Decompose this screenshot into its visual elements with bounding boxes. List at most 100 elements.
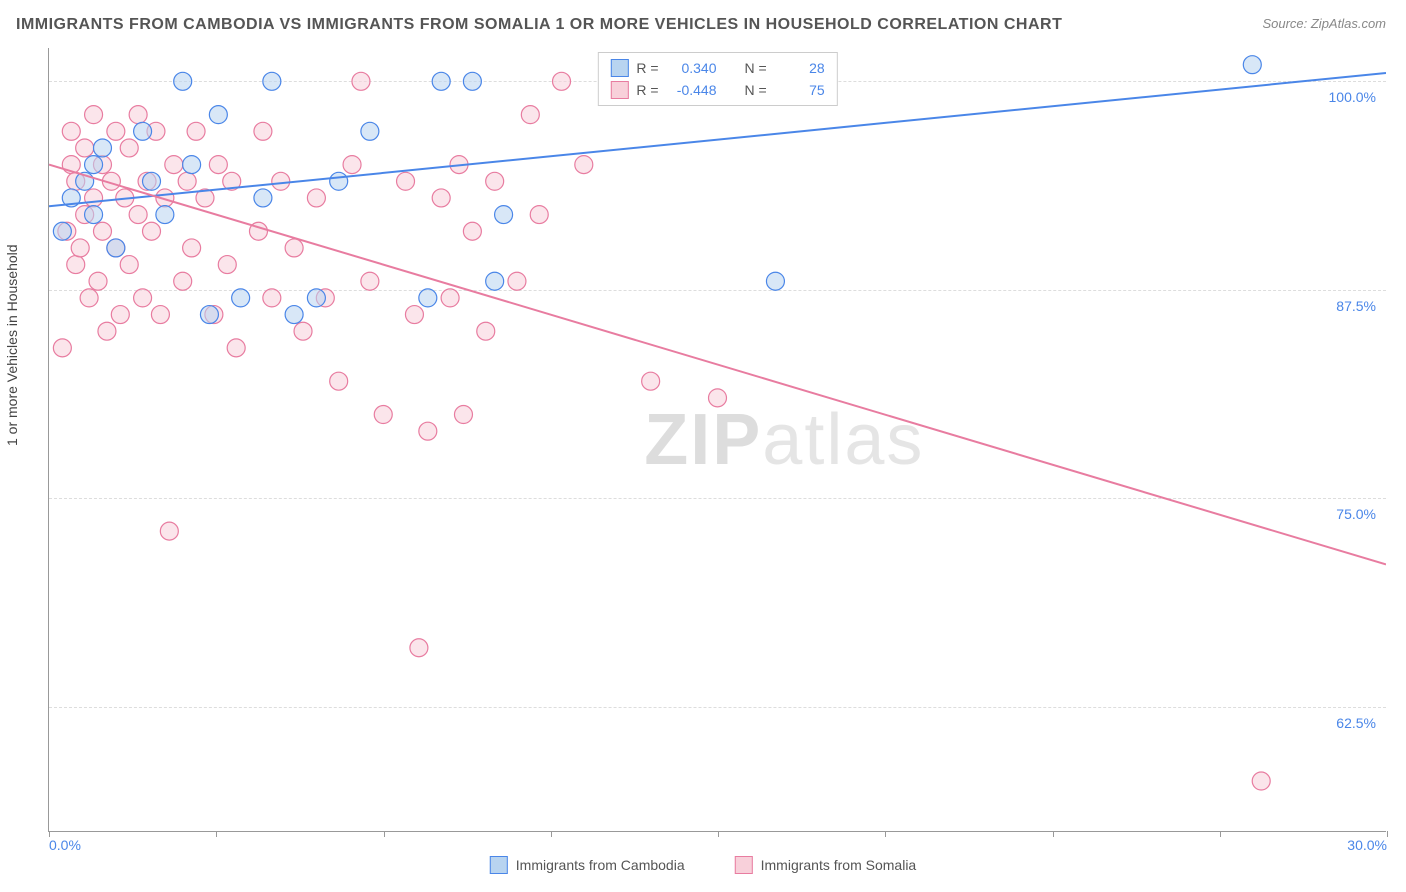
legend-swatch-cambodia-bottom xyxy=(490,856,508,874)
scatter-point-somalia xyxy=(76,139,94,157)
scatter-point-somalia xyxy=(254,122,272,140)
scatter-point-somalia xyxy=(397,172,415,190)
scatter-point-somalia xyxy=(89,272,107,290)
scatter-point-somalia xyxy=(98,322,116,340)
scatter-svg xyxy=(49,48,1386,831)
n-label: N = xyxy=(745,82,767,98)
scatter-point-somalia xyxy=(419,422,437,440)
scatter-point-somalia xyxy=(111,306,129,324)
scatter-point-somalia xyxy=(174,272,192,290)
source-attribution: Source: ZipAtlas.com xyxy=(1262,16,1386,31)
scatter-point-cambodia xyxy=(232,289,250,307)
legend-row-cambodia: R = 0.340 N = 28 xyxy=(610,57,824,79)
scatter-point-somalia xyxy=(441,289,459,307)
scatter-point-somalia xyxy=(209,156,227,174)
scatter-point-cambodia xyxy=(85,206,103,224)
scatter-point-somalia xyxy=(227,339,245,357)
scatter-point-somalia xyxy=(85,106,103,124)
scatter-point-cambodia xyxy=(330,172,348,190)
scatter-point-somalia xyxy=(178,172,196,190)
scatter-point-somalia xyxy=(53,339,71,357)
scatter-point-somalia xyxy=(454,406,472,424)
scatter-point-somalia xyxy=(120,139,138,157)
scatter-point-somalia xyxy=(218,256,236,274)
correlation-legend: R = 0.340 N = 28 R = -0.448 N = 75 xyxy=(597,52,837,106)
scatter-point-somalia xyxy=(134,289,152,307)
scatter-point-cambodia xyxy=(200,306,218,324)
scatter-point-somalia xyxy=(521,106,539,124)
scatter-point-somalia xyxy=(405,306,423,324)
scatter-point-somalia xyxy=(62,122,80,140)
scatter-point-cambodia xyxy=(143,172,161,190)
scatter-point-somalia xyxy=(263,289,281,307)
scatter-point-cambodia xyxy=(1243,56,1261,74)
scatter-point-cambodia xyxy=(432,72,450,90)
legend-item-cambodia: Immigrants from Cambodia xyxy=(490,856,685,874)
legend-swatch-cambodia xyxy=(610,59,628,77)
n-value-somalia: 75 xyxy=(775,82,825,98)
scatter-point-somalia xyxy=(160,522,178,540)
scatter-point-somalia xyxy=(143,222,161,240)
scatter-point-somalia xyxy=(151,306,169,324)
plot-area: ZIPatlas R = 0.340 N = 28 R = -0.448 N =… xyxy=(48,48,1386,832)
scatter-point-somalia xyxy=(85,189,103,207)
r-label: R = xyxy=(636,82,658,98)
scatter-point-cambodia xyxy=(766,272,784,290)
chart-title: IMMIGRANTS FROM CAMBODIA VS IMMIGRANTS F… xyxy=(16,16,1062,34)
scatter-point-somalia xyxy=(272,172,290,190)
legend-item-somalia: Immigrants from Somalia xyxy=(735,856,917,874)
r-value-cambodia: 0.340 xyxy=(667,60,717,76)
scatter-point-cambodia xyxy=(486,272,504,290)
scatter-point-cambodia xyxy=(361,122,379,140)
scatter-point-somalia xyxy=(463,222,481,240)
r-label: R = xyxy=(636,60,658,76)
scatter-point-cambodia xyxy=(419,289,437,307)
scatter-point-somalia xyxy=(129,206,147,224)
legend-swatch-somalia xyxy=(610,81,628,99)
trend-line-somalia xyxy=(49,165,1386,565)
scatter-point-cambodia xyxy=(495,206,513,224)
scatter-point-cambodia xyxy=(174,72,192,90)
scatter-point-somalia xyxy=(508,272,526,290)
scatter-point-somalia xyxy=(352,72,370,90)
scatter-point-somalia xyxy=(129,106,147,124)
scatter-point-somalia xyxy=(575,156,593,174)
legend-row-somalia: R = -0.448 N = 75 xyxy=(610,79,824,101)
scatter-point-somalia xyxy=(285,239,303,257)
scatter-point-somalia xyxy=(553,72,571,90)
scatter-point-somalia xyxy=(80,289,98,307)
scatter-point-somalia xyxy=(183,239,201,257)
scatter-point-somalia xyxy=(93,222,111,240)
scatter-point-somalia xyxy=(71,239,89,257)
scatter-point-somalia xyxy=(477,322,495,340)
scatter-point-cambodia xyxy=(307,289,325,307)
scatter-point-cambodia xyxy=(263,72,281,90)
bottom-legend: Immigrants from Cambodia Immigrants from… xyxy=(490,856,916,874)
y-axis-label: 1 or more Vehicles in Household xyxy=(4,244,20,446)
scatter-point-somalia xyxy=(187,122,205,140)
scatter-point-somalia xyxy=(307,189,325,207)
scatter-point-somalia xyxy=(120,256,138,274)
legend-label-somalia: Immigrants from Somalia xyxy=(761,857,917,873)
scatter-point-cambodia xyxy=(134,122,152,140)
n-label: N = xyxy=(745,60,767,76)
scatter-point-cambodia xyxy=(107,239,125,257)
scatter-point-somalia xyxy=(165,156,183,174)
scatter-point-somalia xyxy=(432,189,450,207)
r-value-somalia: -0.448 xyxy=(667,82,717,98)
scatter-point-somalia xyxy=(642,372,660,390)
x-tick-label: 30.0% xyxy=(1347,837,1387,853)
legend-swatch-somalia-bottom xyxy=(735,856,753,874)
scatter-point-somalia xyxy=(107,122,125,140)
scatter-point-cambodia xyxy=(53,222,71,240)
n-value-cambodia: 28 xyxy=(775,60,825,76)
scatter-point-cambodia xyxy=(93,139,111,157)
scatter-point-cambodia xyxy=(183,156,201,174)
scatter-point-somalia xyxy=(486,172,504,190)
scatter-point-cambodia xyxy=(285,306,303,324)
scatter-point-cambodia xyxy=(85,156,103,174)
scatter-point-somalia xyxy=(410,639,428,657)
legend-label-cambodia: Immigrants from Cambodia xyxy=(516,857,685,873)
scatter-point-cambodia xyxy=(209,106,227,124)
scatter-point-cambodia xyxy=(156,206,174,224)
